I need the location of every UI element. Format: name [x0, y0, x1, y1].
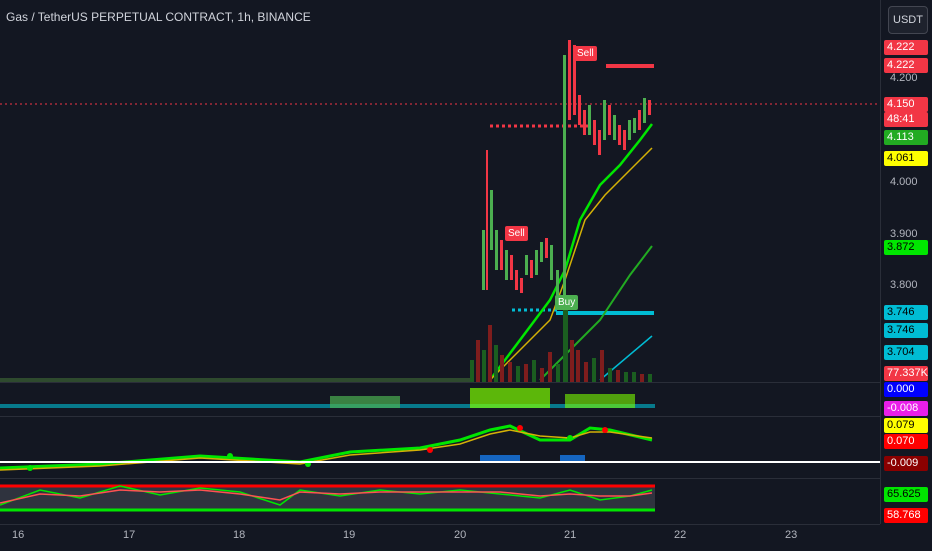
price-tick: 4.200 [890, 72, 918, 84]
sell-signal-label: Sell [505, 226, 528, 241]
price-label: 48:41 [884, 112, 928, 127]
pane-separator-2[interactable] [0, 416, 880, 417]
buy-signal-label: Buy [555, 295, 579, 310]
price-label: 77.337K [884, 366, 928, 381]
squeeze-momentum-pane [0, 388, 655, 408]
price-label: 0.079 [884, 418, 928, 433]
price-label: -0.009 [884, 456, 928, 471]
chart-canvas [0, 40, 880, 512]
pane-separator-1[interactable] [0, 382, 880, 383]
price-tick: 3.800 [890, 279, 918, 291]
ma-green-fast [489, 123, 653, 381]
price-label: 4.222 [884, 58, 928, 73]
price-label: 0.000 [884, 382, 928, 397]
price-axis[interactable] [880, 0, 932, 524]
time-label: 21 [564, 529, 577, 541]
macd-pane [0, 424, 880, 471]
price-label: 0.070 [884, 434, 928, 449]
price-label: 3.704 [884, 345, 928, 360]
symbol-title: Gas / TetherUS PERPETUAL CONTRACT, 1h, B… [6, 10, 311, 24]
price-label: 4.150 [884, 97, 928, 112]
price-label: 65.625 [884, 487, 928, 502]
chart-area[interactable]: Gas / TetherUS PERPETUAL CONTRACT, 1h, B… [0, 0, 880, 524]
price-label: 3.872 [884, 240, 928, 255]
price-label: 4.061 [884, 151, 928, 166]
time-label: 18 [233, 529, 246, 541]
time-label: 19 [343, 529, 356, 541]
price-label: -0.008 [884, 401, 928, 416]
price-tick: 4.000 [890, 176, 918, 188]
sell-signal-label: Sell [574, 46, 597, 61]
price-label: 3.746 [884, 305, 928, 320]
ma-yellow [489, 147, 653, 381]
time-label: 16 [12, 529, 25, 541]
time-axis[interactable] [0, 524, 880, 551]
price-label: 3.746 [884, 323, 928, 338]
time-label: 23 [785, 529, 798, 541]
rsi-pane [0, 484, 655, 512]
currency-button[interactable]: USDT [888, 6, 928, 34]
volume-bars [0, 300, 652, 382]
pane-separator-3[interactable] [0, 478, 880, 479]
time-label: 22 [674, 529, 687, 541]
price-tick: 3.900 [890, 228, 918, 240]
price-label: 4.113 [884, 130, 928, 145]
candles [482, 40, 651, 375]
time-label: 20 [454, 529, 467, 541]
price-label: 4.222 [884, 40, 928, 55]
time-label: 17 [123, 529, 136, 541]
price-label: 58.768 [884, 508, 928, 523]
ma-green-slow [539, 245, 653, 381]
